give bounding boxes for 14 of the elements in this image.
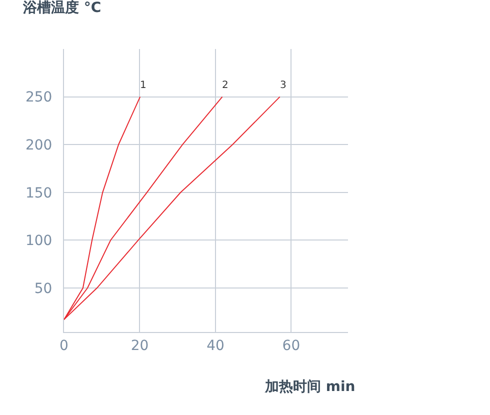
x-tick-label: 60: [282, 338, 300, 354]
y-tick-label: 100: [25, 233, 52, 250]
chart-title: 浴槽温度 °C: [22, 0, 102, 16]
y-tick-label: 150: [25, 185, 52, 202]
y-tick-label: 250: [25, 90, 52, 106]
y-tick-label: 50: [34, 280, 52, 297]
x-tick-label: 0: [60, 338, 68, 354]
series-label: 2: [222, 80, 228, 91]
series-label: 1: [140, 80, 146, 91]
x-tick-label: 20: [130, 338, 149, 354]
series-label: 3: [280, 80, 286, 91]
y-tick-label: 200: [25, 138, 52, 154]
x-axis-title: 加热时间 min: [264, 379, 356, 395]
x-tick-label: 40: [206, 338, 224, 354]
